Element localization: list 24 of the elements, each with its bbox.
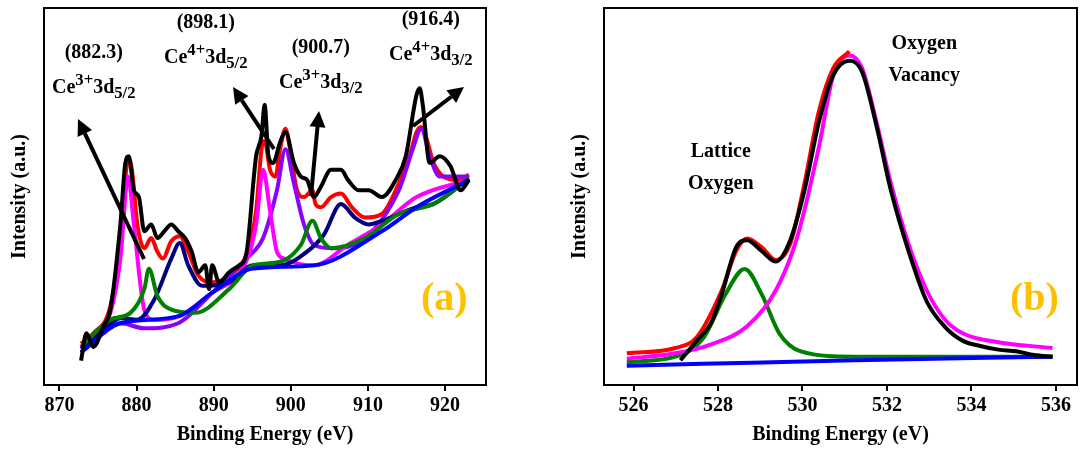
x-axis-title: Binding Energy (eV) [176,422,354,446]
annotation: (882.3) Ce$^{3+}$3d$_{5/2}$ [52,39,136,104]
text: (916.4) Ce$^{4+}$3d$_{3/2}$ [389,6,473,71]
annotation: Lattice Oxygen [688,138,754,196]
x-tick-label: 870 [44,393,75,416]
x-tick-label: 530 [787,393,818,416]
annotation: (900.7) Ce$^{3+}$3d$_{3/2}$ [279,34,363,99]
y-axis-title: Intensity (a.u.) [567,133,591,260]
y-axis-title: Intensity (a.u.) [7,133,31,260]
annotation: Oxygen Vacancy [888,30,960,88]
x-tick-label: 532 [871,393,902,416]
x-tick-label: 910 [352,393,383,416]
x-tick-label: 880 [121,393,152,416]
x-tick-label: 890 [198,393,229,416]
x-tick-label: 528 [703,393,734,416]
x-tick-label: 900 [275,393,306,416]
x-tick-label: 534 [956,393,987,416]
x-tick-label: 920 [430,393,461,416]
x-tick-label: 526 [618,393,649,416]
x-tick-label: 536 [1040,393,1071,416]
annotation: (b) [1010,273,1059,320]
x-axis-title: Binding Energy (eV) [752,422,929,446]
text: (898.1) Ce$^{4+}$3d$_{5/2}$ [164,9,248,74]
annotation: (a) [421,273,468,320]
